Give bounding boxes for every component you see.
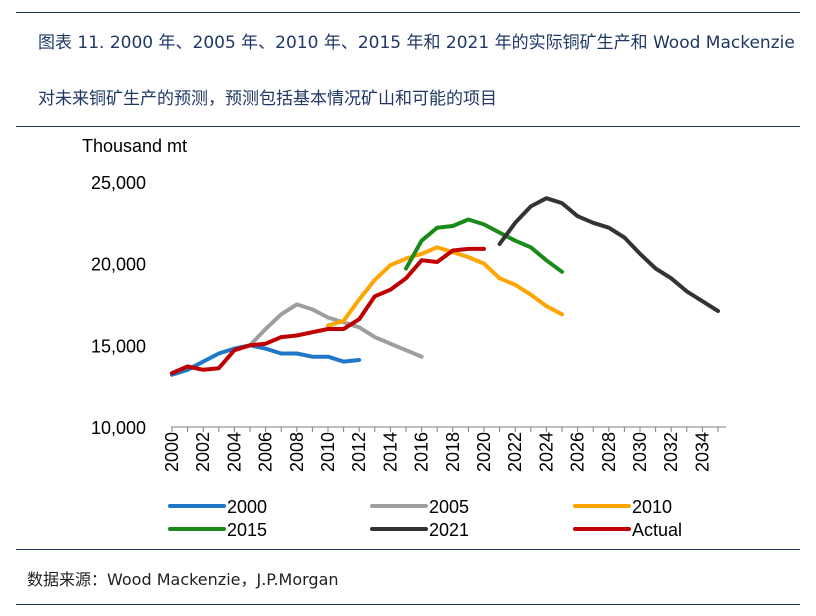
x-tick-label: 2012 xyxy=(349,432,369,472)
series-line-actual xyxy=(170,246,486,376)
x-tick-label: 2010 xyxy=(318,432,338,472)
series-line-2010 xyxy=(326,245,564,328)
x-tick-label: 2006 xyxy=(256,432,276,472)
x-tick-label: 2022 xyxy=(505,432,525,472)
x-tick-label: 2002 xyxy=(193,432,213,472)
bottom-rule xyxy=(16,604,800,605)
y-tick-label: 10,000 xyxy=(91,418,146,438)
caption-line-2: 对未来铜矿生产的预测，预测包括基本情况矿山和可能的项目 xyxy=(38,89,497,109)
x-tick-label: 2014 xyxy=(380,432,400,472)
caption-line-1: 图表 11. 2000 年、2005 年、2010 年、2015 年和 2021… xyxy=(38,33,795,53)
series-line-2005 xyxy=(248,302,424,359)
series-line-2000 xyxy=(170,343,362,377)
x-tick-label: 2028 xyxy=(599,432,619,472)
x-tick-label: 2004 xyxy=(224,432,244,472)
x-tick-label: 2018 xyxy=(443,432,463,472)
top-rule xyxy=(16,12,800,13)
chart-series xyxy=(170,196,720,377)
legend-label-2005: 2005 xyxy=(429,497,469,517)
y-tick-label: 15,000 xyxy=(91,336,146,356)
source-note: 数据来源：Wood Mackenzie，J.P.Morgan xyxy=(27,570,339,589)
x-tick-label: 2024 xyxy=(536,432,556,472)
x-tick-label: 2016 xyxy=(412,432,432,472)
y-tick-label: 20,000 xyxy=(91,255,146,275)
x-tick-label: 2020 xyxy=(474,432,494,472)
x-tick-label: 2000 xyxy=(162,432,182,472)
y-axis-label: Thousand mt xyxy=(82,136,188,156)
series-line-2021 xyxy=(497,196,720,313)
legend-label-2021: 2021 xyxy=(429,520,469,540)
legend-label-2010: 2010 xyxy=(632,497,672,517)
x-tick-label: 2008 xyxy=(287,432,307,472)
x-tick-label: 2032 xyxy=(661,432,681,472)
chart-legend: 2000 2005 2010 2015 2021 Actual xyxy=(168,497,682,540)
x-tick-label: 2026 xyxy=(568,432,588,472)
series-line-2015 xyxy=(404,217,564,274)
y-tick-label: 25,000 xyxy=(91,173,146,193)
x-tick-label: 2030 xyxy=(630,432,650,472)
x-tick-label: 2034 xyxy=(692,432,712,472)
legend-label-actual: Actual xyxy=(632,520,682,540)
chart-axes: 2000 2002 2004 2006 2008 2010 2012 2014 2016 2018… xyxy=(91,173,726,472)
caption-bottom-rule xyxy=(16,126,800,127)
legend-label-2015: 2015 xyxy=(227,520,267,540)
source-top-rule xyxy=(16,549,800,550)
legend-label-2000: 2000 xyxy=(227,497,267,517)
